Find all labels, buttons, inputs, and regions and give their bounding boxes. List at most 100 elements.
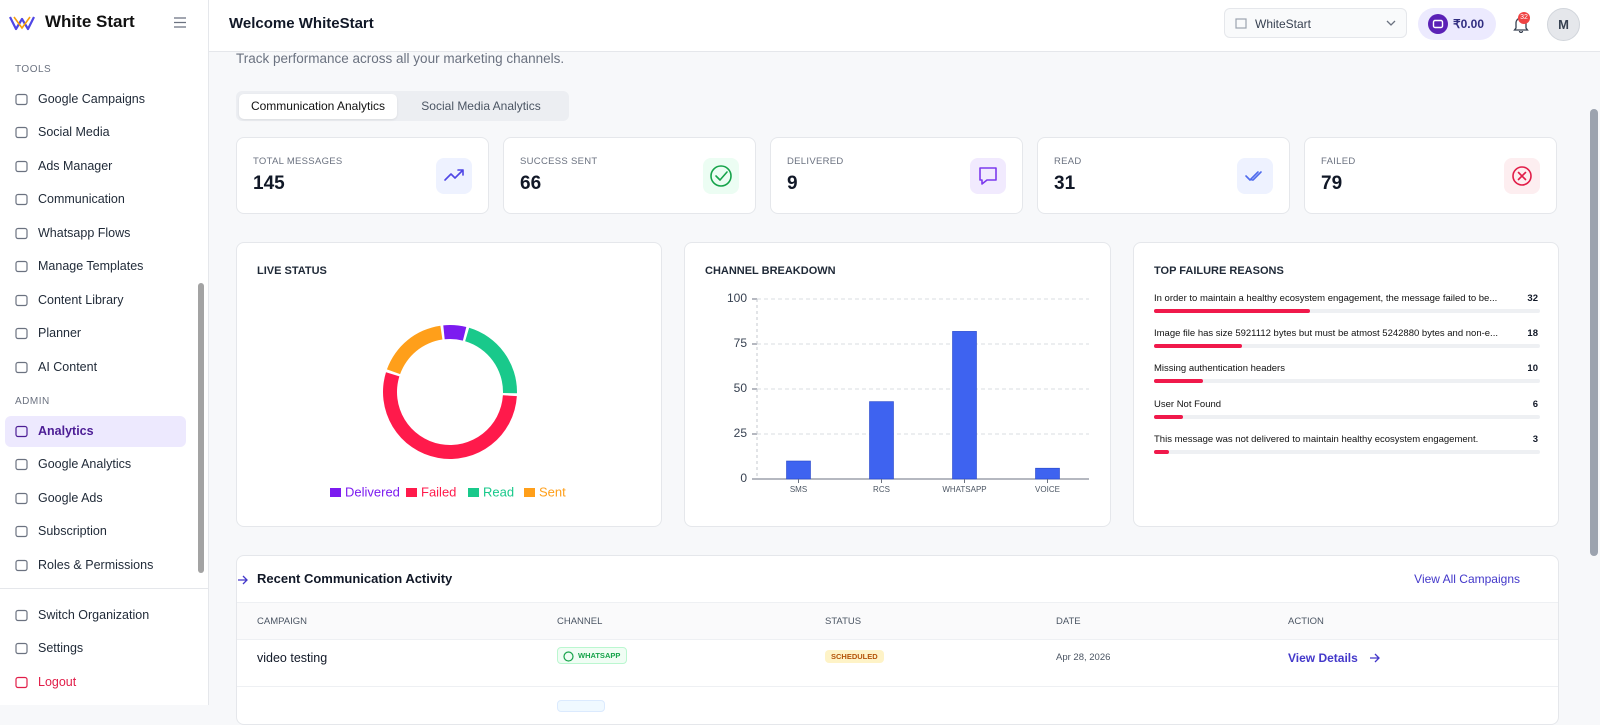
nav-icon	[15, 609, 28, 621]
nav-icon	[15, 126, 28, 139]
nav-item[interactable]: Ads Manager	[5, 151, 186, 182]
bar	[786, 460, 811, 480]
nav-icon	[15, 260, 28, 273]
row-divider	[237, 686, 1558, 687]
nav-item[interactable]: Content Library	[5, 285, 186, 316]
nav-item[interactable]: Subscription	[5, 516, 186, 547]
failure-reason: In order to maintain a healthy ecosystem…	[1154, 293, 1498, 304]
channel-breakdown-panel: CHANNEL BREAKDOWN 0 25 50 75 100 SMS RCS WHATSAP…	[684, 242, 1111, 527]
icon-glyph	[710, 165, 732, 187]
column-header: ACTION	[1288, 616, 1324, 627]
failure-reason: Missing authentication headers	[1154, 363, 1285, 375]
legend-label: Delivered	[345, 484, 400, 499]
legend-swatch	[330, 488, 341, 497]
nav-item[interactable]: Communication	[5, 184, 186, 215]
icon-path	[1370, 653, 1380, 663]
org-icon	[1235, 18, 1247, 29]
panel-title: TOP FAILURE REASONS	[1154, 265, 1284, 277]
icon-shape	[15, 260, 28, 273]
failure-reason: This message was not delivered to mainta…	[1154, 433, 1479, 445]
organization-select[interactable]: WhiteStart	[1224, 8, 1407, 38]
column-header: CHANNEL	[557, 616, 603, 627]
nav-item[interactable]: Whatsapp Flows	[5, 218, 186, 249]
nav-item[interactable]: Settings	[5, 633, 186, 664]
menu-toggle[interactable]	[174, 17, 186, 28]
failure-title-area: TOP FAILURE REASONS	[1154, 265, 1284, 277]
view-details-link[interactable]: View Details	[1288, 651, 1358, 665]
nav-item[interactable]: Manage Templates	[5, 251, 186, 282]
failure-bar	[1154, 379, 1203, 384]
y-tick-label: 50	[734, 381, 748, 395]
failure-track	[1154, 344, 1540, 349]
failure-bar	[1154, 449, 1169, 454]
panel-title: CHANNEL BREAKDOWN	[705, 265, 836, 277]
campaign-name: video testing	[257, 651, 328, 665]
icon-shape	[15, 559, 28, 571]
brand-name: White Start	[45, 12, 135, 31]
page-title: Welcome WhiteStart	[229, 15, 374, 32]
legend-label: Failed	[421, 484, 456, 499]
chevron	[1386, 20, 1396, 26]
nav-item[interactable]: Google Analytics	[5, 449, 186, 480]
sidebar-scroll-thumb[interactable]	[198, 283, 204, 573]
arrow-icon	[238, 575, 248, 585]
user-avatar[interactable]: M	[1547, 8, 1580, 41]
activity-panel: Recent Communication Activity View All C…	[236, 555, 1559, 725]
channel-pill: WHATSAPP	[557, 647, 628, 664]
view-all-link[interactable]: View All Campaigns	[1414, 572, 1520, 586]
nav-icon	[15, 327, 28, 340]
nav-icon	[15, 425, 28, 437]
activity-title: Recent Communication Activity	[257, 571, 453, 586]
sidebar-scroll-track	[198, 57, 204, 577]
sidebar: White Start TOOLS Google Campaigns Social …	[0, 0, 209, 705]
bar	[952, 331, 977, 480]
stat-icon	[1504, 158, 1540, 194]
nav-icon	[15, 642, 28, 655]
top-bar: Welcome WhiteStart WhiteStart ₹0.00 32 M	[209, 0, 1600, 52]
nav-item[interactable]: Planner	[5, 318, 186, 349]
legend-label: Read	[483, 484, 514, 499]
nav-item[interactable]: Google Campaigns	[5, 84, 186, 115]
nav-item[interactable]: Roles & Permissions	[5, 550, 186, 581]
tab[interactable]: Communication Analytics	[239, 94, 397, 119]
failure-track	[1154, 449, 1540, 454]
nav-item[interactable]: Logout	[5, 667, 186, 698]
nav-item[interactable]: Social Media	[5, 117, 186, 148]
tab[interactable]: Social Media Analytics	[421, 99, 541, 113]
icon-shape	[15, 227, 28, 239]
nav-icon	[15, 525, 28, 538]
icon-shape	[15, 93, 28, 105]
notification-badge: 32	[1518, 12, 1530, 24]
stat-value: 79	[1321, 173, 1343, 194]
arrow-icon	[1370, 653, 1380, 663]
nav-item[interactable]: Google Ads	[5, 483, 186, 514]
section-label: ADMIN	[15, 396, 50, 407]
icon-shape	[15, 642, 28, 655]
nav-item[interactable]: Switch Organization	[5, 600, 186, 631]
failure-count: 10	[1527, 363, 1538, 375]
column-header: CAMPAIGN	[257, 616, 307, 627]
icon-glyph	[1245, 171, 1262, 181]
bar	[1035, 467, 1060, 480]
stat-card: TOTAL MESSAGES 145	[236, 137, 489, 214]
icon-shape	[15, 126, 28, 139]
icon-shape	[15, 609, 28, 621]
donut-segment	[465, 327, 517, 394]
stat-label: TOTAL MESSAGES	[253, 156, 343, 167]
stat-value: 9	[787, 173, 798, 194]
stat-label: FAILED	[1321, 156, 1356, 167]
page-scrollbar[interactable]	[1590, 109, 1598, 556]
icon-glyph	[979, 167, 997, 185]
section-label: TOOLS	[15, 64, 52, 75]
wallet-icon	[1428, 14, 1448, 34]
nav-item[interactable]: AI Content	[5, 352, 186, 383]
icon-shape	[15, 676, 28, 688]
status-pill: SCHEDULED	[825, 650, 884, 663]
page-subtitle: Track performance across all your market…	[236, 51, 565, 66]
stat-value: 145	[253, 173, 285, 194]
nav-item[interactable]: Analytics	[5, 415, 186, 447]
donut-segment	[383, 372, 517, 459]
stat-value: 66	[520, 173, 542, 194]
